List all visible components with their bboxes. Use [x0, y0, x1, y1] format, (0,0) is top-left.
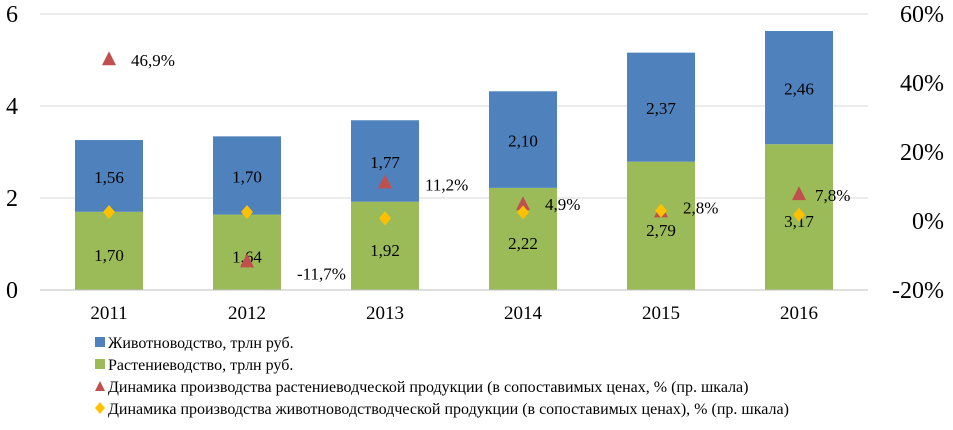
right-tick-label: 20% [900, 140, 944, 166]
bar-livestock [489, 91, 557, 188]
gridlines [40, 13, 868, 199]
bar-value-label: 1,70 [94, 246, 124, 265]
bar-value-label: 2,22 [508, 234, 538, 253]
legend-plant-swatch [95, 359, 105, 369]
triangle-marker [516, 196, 530, 211]
legend-plant-dynamics-label: Динамика производства растениеводческой … [108, 379, 748, 396]
x-tick-label: 2013 [366, 303, 404, 324]
bar-plant [213, 214, 281, 290]
triangle-marker-label: 7,8% [815, 186, 850, 205]
legend-plant-dynamics-swatch [95, 381, 105, 391]
triangle-marker-label: 46,9% [131, 51, 175, 70]
bar-livestock [213, 136, 281, 215]
triangle-marker [240, 253, 254, 268]
left-tick-label: 0 [6, 278, 18, 304]
bar-value-label: 3,17 [784, 212, 814, 231]
right-tick-label: 60% [900, 2, 944, 28]
left-axis: 0 2 4 6 [6, 2, 18, 304]
bar-livestock [765, 31, 833, 145]
right-axis: -20% 0% 20% 40% 60% [892, 2, 944, 304]
x-axis: 2011 2012 2013 2014 2015 2016 [40, 289, 868, 324]
bar-livestock [627, 52, 695, 162]
bar-value-label: 1,56 [94, 168, 124, 187]
bar-value-labels: 1,701,561,641,701,921,772,222,102,792,37… [94, 80, 814, 267]
markers [102, 51, 806, 268]
bar-plant [627, 161, 695, 290]
bar-value-label: 2,46 [784, 80, 814, 99]
bar-value-label: 1,70 [232, 167, 262, 186]
triangle-marker [102, 51, 116, 66]
left-tick-label: 2 [6, 186, 18, 212]
bar-livestock [75, 140, 143, 212]
diamond-marker [379, 211, 391, 226]
legend-livestock-dynamics-swatch [95, 402, 105, 414]
legend-livestock-swatch [95, 337, 105, 347]
legend-livestock-label: Животноводство, трлн руб. [108, 335, 294, 352]
x-tick-label: 2012 [228, 303, 266, 324]
triangle-marker-label: 4,9% [545, 195, 580, 214]
bar-value-label: 2,10 [508, 132, 538, 151]
legend-plant-label: Растениеводство, трлн руб. [108, 357, 293, 374]
triangle-marker-label: 2,8% [683, 198, 718, 217]
triangle-marker-label: -11,7% [297, 264, 346, 283]
bar-value-label: 1,77 [370, 153, 400, 172]
diamond-marker [793, 207, 805, 222]
left-tick-label: 4 [6, 94, 18, 120]
diamond-marker [655, 203, 667, 218]
bar-value-label: 2,37 [646, 99, 676, 118]
x-tick-label: 2016 [780, 303, 818, 324]
triangle-marker-label: 11,2% [425, 175, 468, 194]
bar-value-label: 2,79 [646, 221, 676, 240]
x-tick-label: 2011 [90, 303, 127, 324]
diamond-marker [517, 205, 529, 220]
left-tick-label: 6 [6, 2, 18, 28]
right-tick-label: -20% [892, 278, 944, 304]
diamond-marker [103, 205, 115, 220]
triangle-marker [378, 174, 392, 189]
marker-value-labels: 46,9% -11,7% 11,2% 4,9% 2,8% 7,8% [131, 51, 850, 283]
bars [75, 31, 833, 290]
bar-plant [75, 211, 143, 290]
legend-livestock-dynamics-label: Динамика производства животноводстводчес… [108, 401, 789, 418]
x-tick-label: 2015 [642, 303, 680, 324]
right-tick-label: 0% [912, 209, 944, 235]
legend: Животноводство, трлн руб. Растениеводство… [95, 335, 789, 418]
triangle-marker [792, 186, 806, 201]
diamond-marker [241, 205, 253, 220]
bar-value-label: 1,92 [370, 241, 400, 260]
x-tick-label: 2014 [504, 303, 543, 324]
right-tick-label: 40% [900, 71, 944, 97]
